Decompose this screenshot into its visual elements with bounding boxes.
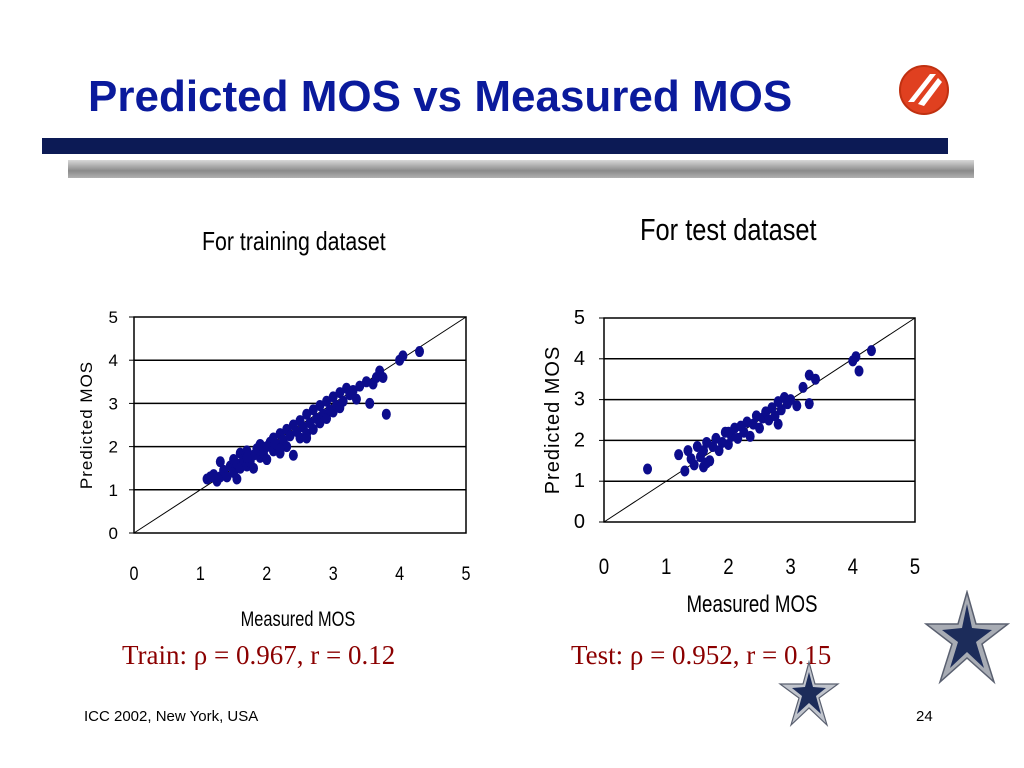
data-point	[415, 346, 425, 358]
data-point	[804, 398, 814, 410]
data-point	[338, 395, 348, 407]
chart-title-test: For test dataset	[640, 212, 817, 247]
y-axis-label: Predicted MOS	[77, 361, 96, 489]
training-scatter-chart: 0 1 2 3 4 5 0 1 2 3 4 5 Measured MOS Predicted MOS	[77, 308, 471, 630]
data-point	[773, 418, 783, 430]
x-axis-label: Measured MOS	[686, 591, 817, 618]
x-tick-label: 0	[599, 556, 609, 580]
data-point	[322, 395, 332, 407]
data-point	[680, 465, 690, 477]
data-point	[798, 381, 808, 393]
data-point	[699, 445, 709, 457]
x-tick-label: 1	[661, 556, 671, 580]
x-tick-label: 5	[462, 563, 471, 585]
data-point	[322, 413, 332, 425]
data-point	[702, 457, 712, 469]
data-point	[723, 426, 733, 438]
data-point	[285, 430, 295, 442]
data-point	[215, 456, 225, 468]
train-stats: Train: ρ = 0.967, r = 0.12	[122, 640, 396, 670]
data-point	[674, 449, 684, 461]
decorative-star-small	[778, 660, 840, 727]
x-tick-label: 2	[723, 556, 733, 580]
slide-title: Predicted MOS vs Measured MOS	[88, 72, 793, 121]
data-point	[755, 422, 764, 434]
y-tick-label: 4	[574, 348, 585, 370]
x-tick-label: 3	[785, 556, 795, 580]
data-point	[810, 373, 820, 385]
y-tick-label: 0	[109, 524, 118, 543]
data-point	[767, 402, 777, 414]
y-tick-label: 2	[109, 438, 118, 457]
y-tick-label: 5	[109, 308, 118, 327]
data-point	[302, 408, 312, 420]
data-point	[378, 371, 388, 383]
data-point	[733, 432, 743, 444]
data-point	[381, 408, 391, 420]
header-divider-gray	[68, 160, 974, 178]
y-tick-label: 4	[109, 351, 118, 370]
data-point	[851, 351, 861, 363]
data-point	[714, 445, 724, 457]
data-point	[723, 438, 733, 450]
data-point	[689, 459, 699, 471]
y-tick-label: 3	[109, 394, 118, 413]
data-point	[770, 410, 780, 422]
data-point	[866, 345, 876, 357]
footer-conference: ICC 2002, New York, USA	[84, 708, 259, 725]
data-point	[262, 454, 272, 466]
page-number: 24	[916, 708, 933, 725]
test-scatter-chart: 0 1 2 3 4 5 0 1 2 3 4 5 Measured MOS Predicted MOS	[542, 307, 920, 618]
data-point	[348, 384, 358, 396]
data-point	[295, 432, 305, 444]
data-point	[209, 471, 219, 483]
x-tick-label: 2	[262, 563, 271, 585]
y-axis-label: Predicted MOS	[542, 346, 564, 495]
data-point	[786, 394, 796, 406]
data-point	[275, 443, 285, 455]
data-point	[398, 350, 408, 362]
university-logo	[899, 65, 949, 115]
data-point	[242, 451, 252, 463]
data-point	[249, 462, 259, 474]
data-point	[335, 387, 345, 399]
data-point	[365, 397, 375, 409]
data-point	[854, 365, 864, 377]
data-point	[328, 391, 338, 403]
data-point	[355, 380, 365, 392]
decorative-star-large	[924, 590, 1010, 685]
data-point	[776, 404, 786, 416]
data-point	[643, 463, 653, 475]
y-tick-label: 2	[574, 429, 585, 451]
data-point	[232, 473, 242, 485]
data-point	[222, 471, 232, 483]
data-point	[308, 404, 318, 416]
x-tick-label: 4	[395, 563, 404, 585]
data-point	[745, 430, 755, 442]
x-tick-label: 4	[848, 556, 858, 580]
data-point	[792, 400, 802, 412]
y-tick-label: 0	[574, 511, 585, 533]
y-tick-label: 1	[109, 481, 118, 500]
x-tick-label: 3	[329, 563, 338, 585]
x-axis-label: Measured MOS	[241, 607, 356, 630]
data-point	[288, 449, 298, 461]
y-tick-label: 1	[574, 470, 585, 492]
x-tick-label: 1	[196, 563, 205, 585]
data-point	[351, 393, 361, 405]
data-point	[302, 432, 312, 444]
x-tick-label: 0	[130, 563, 139, 585]
data-point	[315, 400, 325, 412]
test-stats: Test: ρ = 0.952, r = 0.15	[571, 640, 832, 670]
y-tick-label: 3	[574, 389, 585, 411]
chart-title-training: For training dataset	[202, 226, 386, 256]
header-divider-dark	[42, 138, 948, 154]
data-point	[683, 445, 693, 457]
data-point	[315, 417, 325, 429]
x-tick-label: 5	[910, 556, 920, 580]
y-tick-label: 5	[574, 307, 585, 329]
data-point	[308, 423, 318, 435]
